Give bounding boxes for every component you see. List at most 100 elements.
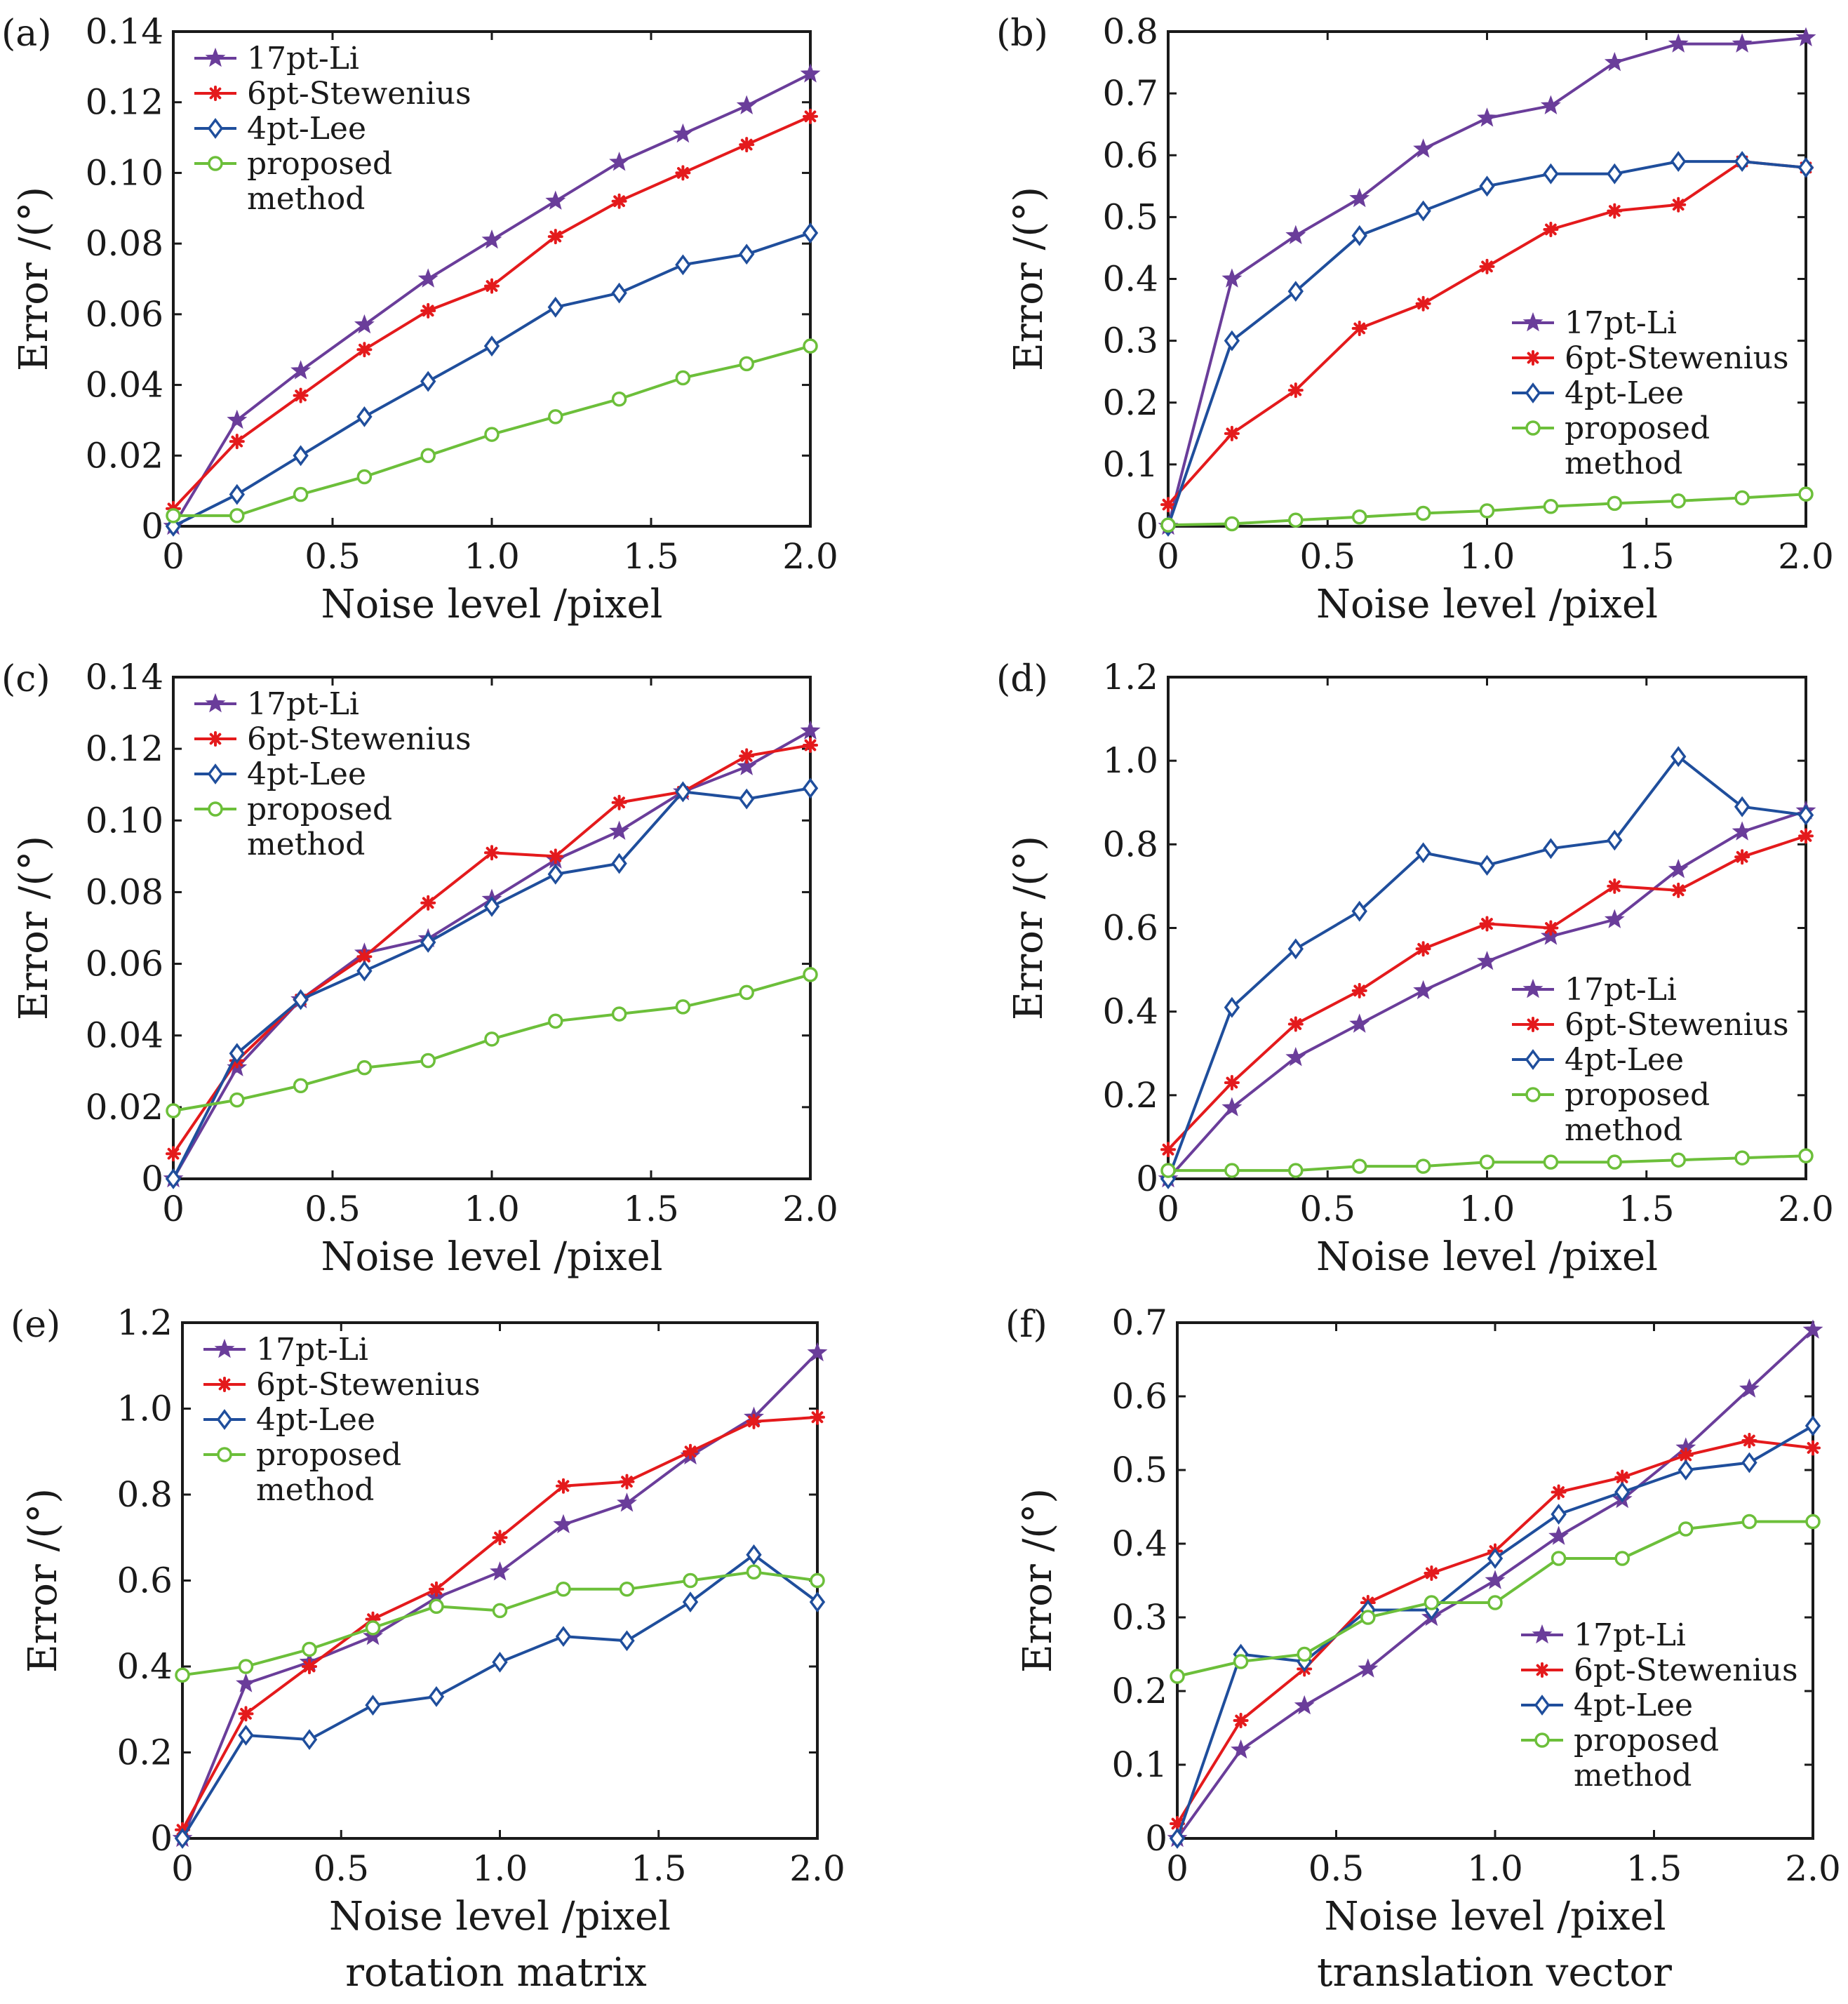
data-point [809,1591,826,1613]
legend-entry-17pt-Li: 17pt-Li [1512,972,1677,1008]
legend: 17pt-Li6pt-Stewenius4pt-Leeproposedmetho… [194,686,471,862]
data-point [1297,1646,1312,1662]
caption-translation-vector: translation vector [1317,1950,1672,1996]
data-point [1221,268,1243,288]
data-point [1670,1152,1686,1168]
legend-label: 6pt-Stewenius [256,1367,481,1403]
data-point [429,1581,444,1597]
y-tick-label: 0.02 [86,1087,163,1128]
y-tick-label: 0.14 [86,657,163,697]
data-point [354,314,375,334]
x-tick-label: 1.0 [464,1189,520,1229]
data-point [739,748,755,764]
legend-entry-6pt-Stewenius: 6pt-Stewenius [203,1367,481,1403]
legend-marker [214,1338,235,1358]
y-tick-label: 0.12 [86,82,163,123]
legend-label: 6pt-Stewenius [1574,1652,1798,1688]
panel-label: (c) [1,658,51,700]
data-point [1741,1433,1757,1448]
legend-label: 4pt-Lee [1565,375,1684,411]
legend-marker [1525,1049,1541,1070]
data-point [553,1514,574,1534]
y-axis-label: Error /(°) [1006,836,1052,1020]
data-point [229,1092,245,1108]
data-point [1670,493,1686,509]
data-point [1224,996,1240,1018]
data-point [293,989,309,1010]
y-tick-label: 0.10 [86,152,163,193]
legend-entry-17pt-Li: 17pt-Li [1521,1617,1686,1653]
data-point [736,756,757,775]
x-tick-label: 2.0 [789,1848,845,1889]
data-point [547,229,563,245]
legend-label: 17pt-Li [256,1332,368,1368]
data-point [238,1659,254,1674]
data-point [166,508,181,523]
data-point [1221,1097,1243,1116]
y-axis-label: Error /(°) [11,187,57,371]
legend-label: 4pt-Lee [256,1402,375,1438]
legend-label: 4pt-Lee [1574,1688,1693,1723]
series-4pt-Lee [1160,746,1814,1189]
data-point [1224,425,1240,441]
data-point [1479,175,1495,197]
data-point [420,448,436,464]
legend-label: 4pt-Lee [247,756,366,792]
legend: 17pt-Li6pt-Stewenius4pt-Leeproposedmetho… [1512,972,1789,1148]
data-point [1233,1654,1249,1669]
y-tick-label: 0.6 [1102,908,1158,949]
legend-marker [1522,312,1544,332]
data-point [1543,163,1559,185]
y-tick-label: 0.1 [1102,444,1158,485]
x-tick-label: 1.0 [1459,1189,1515,1229]
data-point [1415,200,1431,222]
data-point [420,302,436,319]
data-point [166,1103,181,1118]
data-point [545,190,566,210]
data-point [484,278,500,294]
x-tick-label: 0.5 [313,1848,369,1889]
y-tick-label: 0.1 [1111,1744,1167,1785]
y-tick-label: 0.3 [1111,1597,1167,1638]
data-point [1160,517,1176,533]
data-point [1479,855,1495,876]
legend-label: 6pt-Stewenius [247,721,471,757]
data-point [807,1342,828,1362]
series-4pt-Lee [165,222,819,537]
data-point [1479,916,1495,932]
data-point [229,483,245,505]
y-tick-label: 0.8 [1102,11,1158,52]
legend-label: method [247,181,365,217]
y-tick-label: 0.4 [1111,1523,1167,1564]
data-point [420,932,436,953]
y-tick-label: 1.0 [116,1389,173,1429]
y-tick-label: 0.10 [86,800,163,841]
legend-label: 17pt-Li [247,41,359,76]
legend-marker [205,693,226,713]
data-point [675,254,691,276]
legend-entry-6pt-Stewenius: 6pt-Stewenius [1512,1007,1789,1043]
chart-panel-e: (e) 0 0.5 1.0 1.5 2.0 0 0.2 0.4 0.6 0.8 1.0 1.2 Noise… [11,1302,845,1939]
data-point [675,999,691,1015]
data-point [429,1598,444,1614]
data-point [617,1492,637,1512]
legend-marker [216,1409,233,1430]
data-point [1479,258,1495,274]
data-point [483,335,500,357]
data-point [1349,187,1370,208]
legend-label: 6pt-Stewenius [1565,340,1789,376]
data-point [736,95,757,115]
data-point [1670,151,1687,172]
data-point [1732,821,1753,841]
data-point [609,152,630,171]
series-17pt-Li [1167,1319,1823,1848]
data-point [1678,1521,1694,1537]
series-proposed [166,967,818,1118]
data-point [675,781,691,803]
data-point [1805,1415,1821,1436]
data-point [672,123,693,143]
legend-label: 17pt-Li [1574,1617,1686,1653]
data-point [1739,1378,1760,1398]
